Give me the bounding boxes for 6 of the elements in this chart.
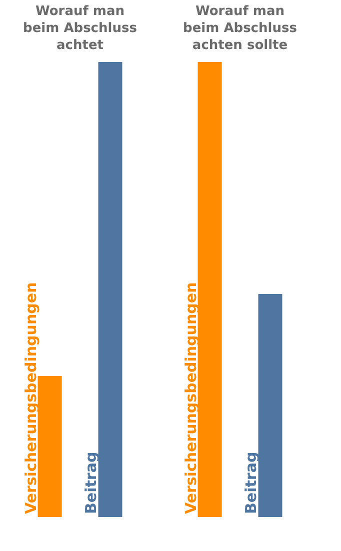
x-tick-label: Versicherungsbedingungen — [22, 282, 40, 514]
x-tick-label: Beitrag — [242, 452, 260, 514]
x-tick-label: Beitrag — [82, 452, 100, 514]
chart-title: Worauf man beim Abschluss achtet — [23, 4, 138, 53]
chart-title: Worauf man beim Abschluss achten sollte — [183, 4, 298, 53]
x-tick-label: Versicherungsbedingungen — [182, 282, 200, 514]
